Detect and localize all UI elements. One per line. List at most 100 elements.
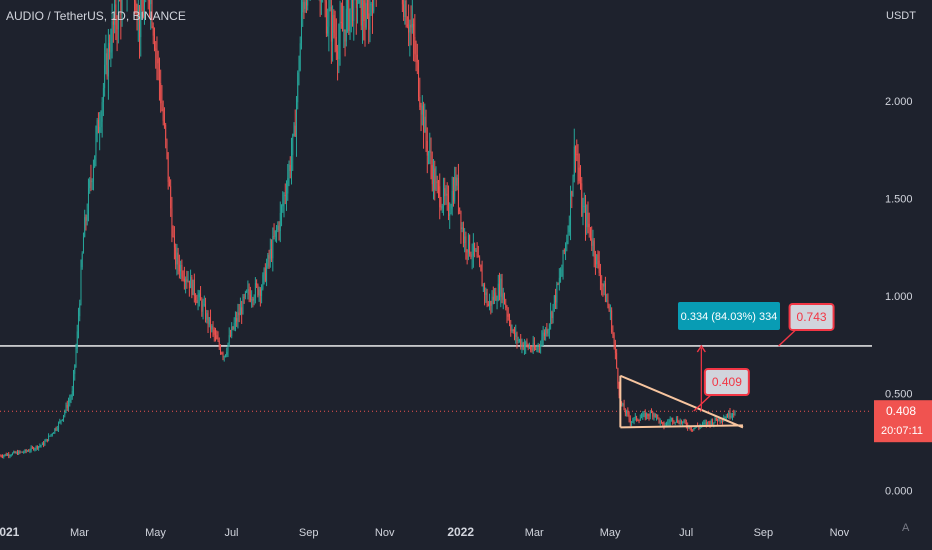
candle-body bbox=[418, 62, 420, 98]
candle-body bbox=[243, 296, 245, 298]
candle-body bbox=[436, 181, 438, 183]
candle-body bbox=[29, 450, 31, 452]
candle-body bbox=[236, 317, 238, 322]
candle-body bbox=[116, 25, 118, 30]
candle-body bbox=[99, 127, 101, 133]
candle-body bbox=[577, 154, 579, 168]
candle-body bbox=[147, 0, 149, 1]
candle-body bbox=[694, 427, 696, 429]
candle-body bbox=[192, 279, 194, 295]
candle-body bbox=[715, 417, 717, 421]
candle-body bbox=[679, 420, 681, 424]
candle-body bbox=[531, 349, 533, 351]
candle-body bbox=[261, 288, 263, 296]
candle-body bbox=[475, 250, 477, 252]
candle-body bbox=[406, 24, 408, 27]
candle-body bbox=[506, 307, 508, 315]
candle-body bbox=[598, 260, 600, 274]
candle-body bbox=[415, 53, 417, 55]
candle-body bbox=[281, 206, 282, 214]
candle-body bbox=[332, 15, 334, 42]
candle-body bbox=[253, 297, 255, 301]
candle-body bbox=[61, 419, 63, 421]
candle-body bbox=[419, 97, 421, 108]
candle-body bbox=[205, 304, 206, 320]
candle-body bbox=[431, 165, 433, 185]
candle-body bbox=[2, 456, 3, 458]
candle-body bbox=[566, 240, 568, 245]
candle-body bbox=[48, 435, 50, 441]
candle-body bbox=[520, 339, 522, 347]
candle-body bbox=[203, 304, 205, 306]
candle-body bbox=[248, 289, 250, 295]
candle-body bbox=[553, 295, 555, 305]
x-tick-label: Nov bbox=[375, 527, 395, 539]
candle-body bbox=[450, 208, 452, 214]
candle-body bbox=[457, 177, 459, 208]
candle-body bbox=[551, 312, 553, 319]
candle-body bbox=[217, 339, 219, 341]
candle-body bbox=[357, 3, 358, 8]
candle-body bbox=[435, 181, 437, 190]
candle-body bbox=[338, 43, 340, 60]
candle-body bbox=[292, 134, 294, 156]
candle-body bbox=[75, 348, 77, 365]
candle-body bbox=[460, 211, 462, 230]
price-callout[interactable] bbox=[703, 368, 750, 397]
candle-body bbox=[206, 313, 208, 320]
candle-body bbox=[514, 330, 515, 337]
candle-body bbox=[44, 441, 46, 446]
candle-body bbox=[277, 225, 279, 230]
y-tick-label: 0.000 bbox=[885, 486, 913, 498]
candle-body bbox=[279, 213, 281, 232]
candle-body bbox=[183, 278, 185, 283]
callout-label: 0.409 bbox=[712, 375, 742, 389]
candle-body bbox=[106, 53, 108, 77]
candle-body bbox=[550, 312, 552, 325]
candle-body bbox=[718, 418, 720, 422]
candle-body bbox=[557, 283, 559, 285]
candle-body bbox=[440, 207, 442, 209]
candle-body bbox=[537, 345, 539, 349]
triangle-upper-trendline[interactable] bbox=[619, 374, 744, 429]
candle-body bbox=[504, 293, 505, 305]
candle-body bbox=[242, 296, 244, 315]
candle-body bbox=[54, 428, 56, 433]
candle-body bbox=[497, 283, 499, 301]
candle-body bbox=[231, 326, 233, 337]
candle-body bbox=[511, 329, 513, 331]
last-price-tag bbox=[874, 400, 932, 443]
candle-body bbox=[34, 448, 36, 450]
candle-body bbox=[101, 102, 103, 122]
candle-body bbox=[445, 193, 447, 197]
candle-body bbox=[296, 102, 297, 137]
x-tick-label: Jul bbox=[679, 527, 693, 539]
candle-body bbox=[469, 235, 471, 255]
candle-body bbox=[530, 347, 532, 350]
candle-body bbox=[401, 0, 403, 5]
candle-body bbox=[73, 373, 74, 391]
candle-body bbox=[220, 346, 221, 353]
candle-body bbox=[601, 283, 603, 285]
candle-body bbox=[512, 329, 514, 331]
triangle-lower-trendline[interactable] bbox=[620, 424, 743, 429]
candle-body bbox=[100, 121, 102, 128]
candle-body bbox=[651, 411, 652, 413]
candle-body bbox=[31, 447, 33, 449]
candle-body bbox=[181, 264, 183, 277]
candle-body bbox=[509, 316, 510, 325]
measure-label-box[interactable] bbox=[678, 301, 780, 330]
price-callout[interactable] bbox=[788, 302, 835, 331]
auto-scale-button[interactable]: A bbox=[902, 522, 910, 534]
candle-body bbox=[352, 0, 353, 22]
candle-body bbox=[188, 280, 190, 289]
candle-body bbox=[624, 410, 626, 414]
candle-body bbox=[264, 268, 266, 281]
candle-body bbox=[105, 53, 107, 65]
candle-body bbox=[575, 146, 576, 155]
y-tick-label: 0.500 bbox=[885, 388, 913, 400]
candle-body bbox=[515, 333, 517, 337]
candle-body bbox=[627, 410, 629, 414]
